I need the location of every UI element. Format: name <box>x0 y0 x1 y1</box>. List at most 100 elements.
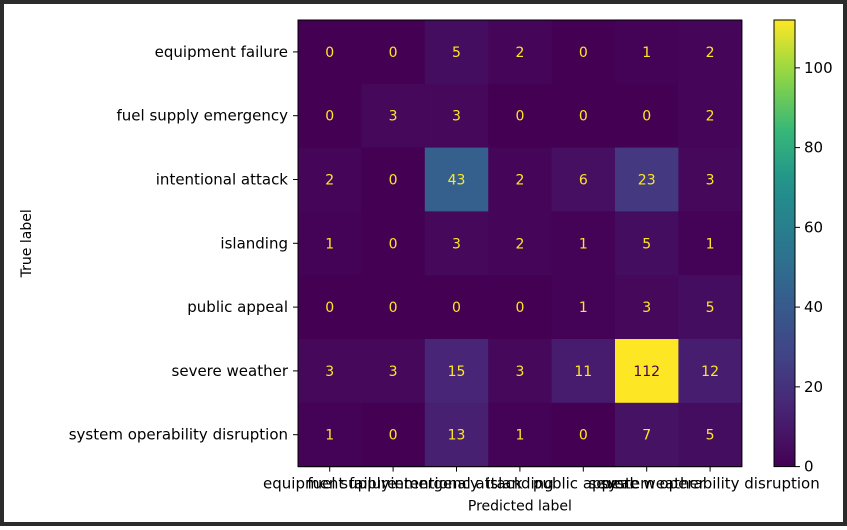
x-tick-label: intentional attack <box>390 475 523 493</box>
cell-value-label: 3 <box>642 300 651 316</box>
cell-value-label: 3 <box>452 109 461 125</box>
cell-value-label: 43 <box>448 173 466 189</box>
cell-value-label: 3 <box>389 364 398 380</box>
colorbar-tick-label: 0 <box>804 458 814 476</box>
heatmap-cell <box>678 20 743 85</box>
cell-value-label: 2 <box>706 109 715 125</box>
cell-value-label: 0 <box>515 300 524 316</box>
heatmap-cell <box>488 339 553 404</box>
heatmap-cell <box>361 83 426 149</box>
heatmap-cell <box>678 275 743 340</box>
cell-value-label: 1 <box>579 300 588 316</box>
colorbar-tick-label: 100 <box>804 59 833 77</box>
heatmap-cell <box>424 339 489 404</box>
cell-value-label: 2 <box>325 173 334 189</box>
heatmap-cells <box>298 20 743 468</box>
heatmap-cell <box>678 402 743 468</box>
cell-value-label: 1 <box>325 428 334 444</box>
cell-value-label: 5 <box>452 45 461 61</box>
heatmap-cell <box>615 275 679 340</box>
heatmap-cell <box>298 147 362 212</box>
heatmap-cell <box>678 83 743 149</box>
heatmap-cell <box>424 147 489 212</box>
cell-value-label: 7 <box>642 428 651 444</box>
cell-value-label: 5 <box>642 236 651 252</box>
cell-value-label: 1 <box>706 236 715 252</box>
x-tick-label: fuel supply emergency <box>307 475 479 493</box>
colorbar-tick-label: 60 <box>804 218 823 236</box>
heatmap-cell <box>551 83 616 149</box>
heatmap-cell <box>551 20 616 85</box>
heatmap-cell <box>615 402 679 468</box>
y-axis-label: True label <box>19 209 35 278</box>
cell-value-label: 1 <box>325 236 334 252</box>
y-tick-label: intentional attack <box>156 171 289 189</box>
cell-value-label: 2 <box>515 236 524 252</box>
x-tick-label: islanding <box>486 475 554 493</box>
heatmap-cell <box>298 83 362 149</box>
cell-value-label: 1 <box>642 45 651 61</box>
x-axis-label: Predicted label <box>468 499 572 515</box>
heatmap-cell <box>615 20 679 85</box>
cell-value-label: 6 <box>579 173 588 189</box>
cell-value-label: 23 <box>638 173 656 189</box>
y-tick-label: public appeal <box>187 298 288 316</box>
heatmap-cell <box>488 147 553 212</box>
cell-value-label: 0 <box>325 45 334 61</box>
cell-value-label: 2 <box>515 173 524 189</box>
heatmap-cell <box>678 339 743 404</box>
cell-value-label: 3 <box>452 236 461 252</box>
heatmap-cell <box>361 211 426 276</box>
cell-value-label: 2 <box>515 45 524 61</box>
heatmap-cell <box>424 211 489 276</box>
heatmap-cell <box>551 211 616 276</box>
heatmap-cell <box>361 402 426 468</box>
y-tick-label: severe weather <box>172 362 289 380</box>
cell-value-label: 12 <box>701 364 719 380</box>
colorbar-tick-label: 40 <box>804 298 823 316</box>
y-axis-ticks: equipment failure fuel supply emergency in… <box>69 43 298 444</box>
cell-value-label: 2 <box>706 45 715 61</box>
y-tick-label: fuel supply emergency <box>117 107 289 125</box>
heatmap-cell <box>488 83 553 149</box>
cell-value-label: 0 <box>389 428 398 444</box>
heatmap-cell <box>551 147 616 212</box>
x-tick-label: system operability disruption <box>600 475 819 493</box>
heatmap-cell <box>488 20 553 85</box>
x-tick-label: public appeal <box>533 475 634 493</box>
cell-value-label: 0 <box>325 300 334 316</box>
heatmap-cell <box>298 339 362 404</box>
heatmap-cell <box>488 402 553 468</box>
colorbar-ticks: 0 20 40 60 80 100 <box>795 59 833 476</box>
heatmap-cell <box>678 147 743 212</box>
heatmap-cell <box>298 275 362 340</box>
confusion-matrix-chart: 0 0 5 2 0 1 20 3 3 0 0 0 22 0 43 2 6 23 31 0 3 2 1 5 10 0 0 0 1 3 53 3 1… <box>19 19 833 515</box>
cell-value-label: 3 <box>515 364 524 380</box>
cell-value-label: 0 <box>389 236 398 252</box>
cell-value-label: 0 <box>389 45 398 61</box>
y-tick-label: equipment failure <box>155 43 288 61</box>
cell-value-label: 0 <box>579 45 588 61</box>
x-tick-label: severe weather <box>588 475 705 493</box>
heatmap-cell <box>615 83 679 149</box>
cell-value-label: 112 <box>633 364 660 380</box>
heatmap-cell <box>298 20 362 85</box>
cell-value-label: 0 <box>642 109 651 125</box>
heatmap-cell <box>361 147 426 212</box>
heatmap-cell <box>298 402 362 468</box>
heatmap-cell <box>551 275 616 340</box>
heatmap-cell <box>424 20 489 85</box>
cell-value-label: 1 <box>579 236 588 252</box>
cell-value-label: 5 <box>706 300 715 316</box>
y-tick-label: islanding <box>220 234 288 252</box>
cell-value-label: 5 <box>706 428 715 444</box>
cell-value-label: 0 <box>579 428 588 444</box>
cell-value-label: 1 <box>515 428 524 444</box>
heatmap-cell <box>678 211 743 276</box>
heatmap-cell <box>615 147 679 212</box>
y-tick-label: system operability disruption <box>69 426 288 444</box>
heatmap-cell <box>615 339 679 404</box>
colorbar-tick-label: 80 <box>804 139 823 157</box>
